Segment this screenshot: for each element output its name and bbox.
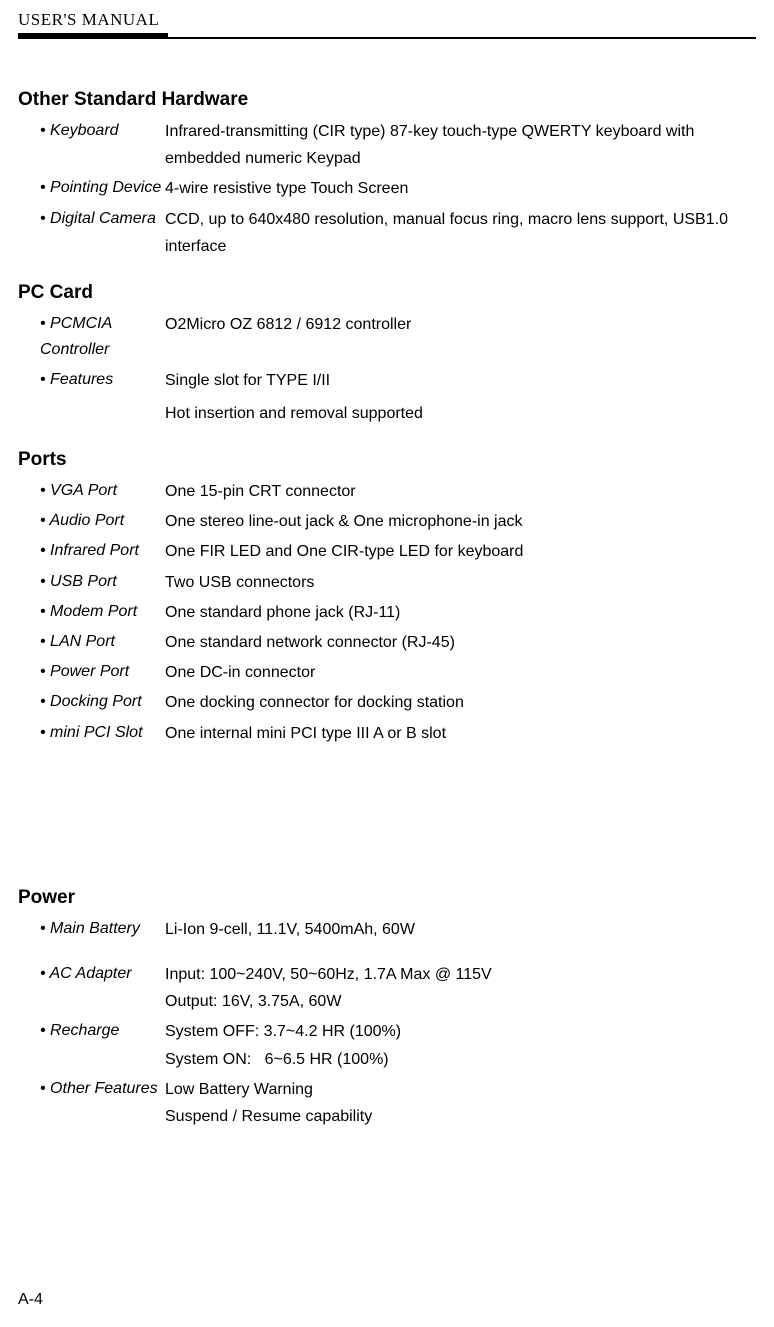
other-desc-1: Low Battery Warning xyxy=(165,1076,756,1103)
page-content: Other Standard Hardware • Keyboard Infra… xyxy=(18,41,756,1130)
infrared-label: • Infrared Port xyxy=(30,538,165,565)
section-title-pccard: PC Card xyxy=(18,282,756,304)
pcmcia-desc: O2Micro OZ 6812 / 6912 controller xyxy=(165,311,756,364)
ac-desc-2: Output: 16V, 3.75A, 60W xyxy=(165,988,756,1015)
lan-desc: One standard network connector (RJ-45) xyxy=(165,629,756,656)
manual-header: USER'S MANUAL xyxy=(18,10,756,30)
usb-desc: Two USB connectors xyxy=(165,569,756,596)
section-title-hardware: Other Standard Hardware xyxy=(18,89,756,111)
other-desc-2: Suspend / Resume capability xyxy=(165,1103,756,1130)
features-label: • Features xyxy=(30,367,165,427)
audio-desc: One stereo line-out jack & One microphon… xyxy=(165,508,756,535)
modem-label: • Modem Port xyxy=(30,599,165,626)
recharge-label: • Recharge xyxy=(30,1018,165,1072)
recharge-desc-1: System OFF: 3.7~4.2 HR (100%) xyxy=(165,1018,756,1045)
modem-desc: One standard phone jack (RJ-11) xyxy=(165,599,756,626)
pointing-label: • Pointing Device xyxy=(30,175,165,202)
recharge-desc-2: System ON: 6~6.5 HR (100%) xyxy=(165,1046,756,1073)
features-desc-2: Hot insertion and removal supported xyxy=(165,400,756,427)
keyboard-desc: Infrared-transmitting (CIR type) 87-key … xyxy=(165,118,756,172)
docking-label: • Docking Port xyxy=(30,689,165,716)
page-number: A-4 xyxy=(18,1291,43,1309)
camera-desc: CCD, up to 640x480 resolution, manual fo… xyxy=(165,206,756,260)
usb-label: • USB Port xyxy=(30,569,165,596)
battery-label: • Main Battery xyxy=(30,916,165,943)
minipci-desc: One internal mini PCI type III A or B sl… xyxy=(165,720,756,747)
camera-label: • Digital Camera xyxy=(30,206,165,260)
header-divider xyxy=(18,33,756,41)
vga-desc: One 15-pin CRT connector xyxy=(165,478,756,505)
powerport-label: • Power Port xyxy=(30,659,165,686)
other-label: • Other Features xyxy=(30,1076,165,1130)
ac-label: • AC Adapter xyxy=(30,961,165,1015)
powerport-desc: One DC-in connector xyxy=(165,659,756,686)
minipci-label: • mini PCI Slot xyxy=(30,720,165,747)
keyboard-label: • Keyboard xyxy=(30,118,165,172)
features-desc-1: Single slot for TYPE I/II xyxy=(165,367,756,394)
audio-label: • Audio Port xyxy=(30,508,165,535)
section-title-ports: Ports xyxy=(18,449,756,471)
battery-desc: Li-Ion 9-cell, 11.1V, 5400mAh, 60W xyxy=(165,916,756,943)
lan-label: • LAN Port xyxy=(30,629,165,656)
ac-desc-1: Input: 100~240V, 50~60Hz, 1.7A Max @ 115… xyxy=(165,961,756,988)
pcmcia-label: • PCMCIA Controller xyxy=(30,311,165,364)
section-title-power: Power xyxy=(18,887,756,909)
docking-desc: One docking connector for docking statio… xyxy=(165,689,756,716)
vga-label: • VGA Port xyxy=(30,478,165,505)
infrared-desc: One FIR LED and One CIR-type LED for key… xyxy=(165,538,756,565)
pointing-desc: 4-wire resistive type Touch Screen xyxy=(165,175,756,202)
